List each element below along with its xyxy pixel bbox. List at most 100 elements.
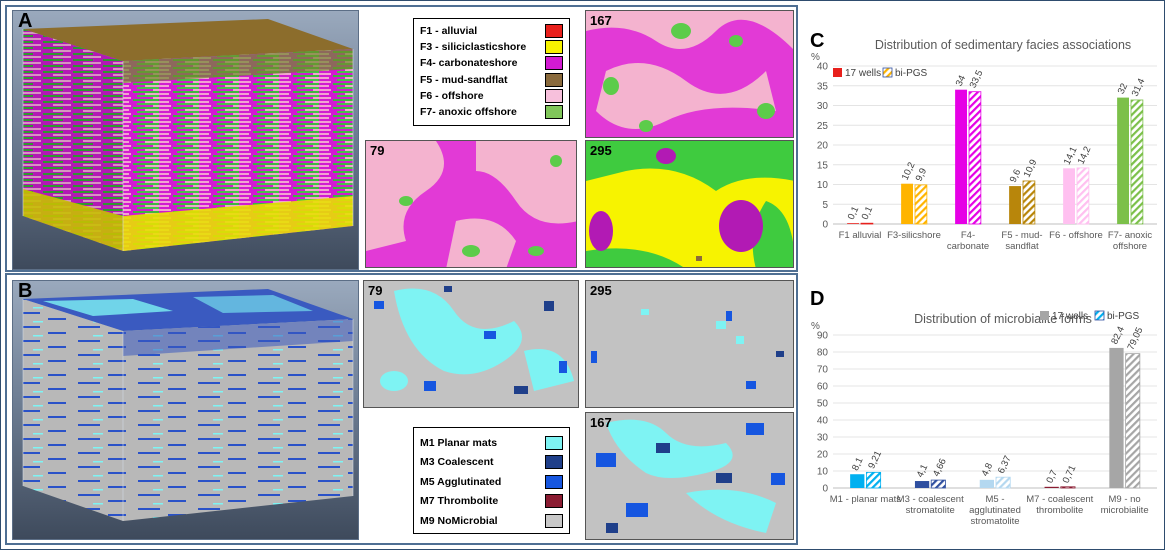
data-label: 9,6 <box>1008 168 1024 185</box>
bar-bi-pgs <box>866 471 882 489</box>
category-label: sandflat <box>1005 241 1039 252</box>
y-tick-label: 5 <box>822 200 828 211</box>
legend-swatch <box>545 56 563 71</box>
bar-bi-pgs <box>995 476 1011 489</box>
legend-row-f4: F4- carbonateshore <box>420 55 563 71</box>
legend-swatch <box>545 513 563 528</box>
data-label: 79,05 <box>1125 326 1145 352</box>
y-tick-label: 40 <box>817 416 829 427</box>
legend-swatch <box>545 40 563 55</box>
bar-bi-pgs <box>968 91 982 225</box>
panel-b-frame <box>5 273 798 545</box>
legend-row-m5: M5 Agglutinated <box>420 472 563 492</box>
data-label: 33,5 <box>968 69 986 90</box>
y-tick-label: 20 <box>817 450 829 461</box>
bar-bi-pgs <box>860 222 874 225</box>
legend-label-17-wells: 17 wells <box>845 68 881 79</box>
category-label: F5 - mud- <box>1001 230 1042 241</box>
panel-d-letter: D <box>810 288 825 310</box>
y-tick-label: 40 <box>817 62 829 73</box>
legend-swatch-17-wells <box>1040 311 1049 320</box>
panel-b-letter: B <box>18 280 33 302</box>
bar-bi-pgs <box>914 184 928 225</box>
data-label: 0,7 <box>1044 468 1060 485</box>
legend-swatch <box>545 24 563 39</box>
facies-distribution-chart: Distribution of sedimentary facies assoc… <box>811 38 1157 252</box>
legend-row-m1: M1 Planar mats <box>420 433 563 453</box>
legend-row-m3: M3 Coalescent <box>420 453 563 473</box>
y-tick-label: 90 <box>817 331 829 342</box>
y-tick-label: 0 <box>822 484 828 495</box>
legend-swatch-17-wells <box>833 68 842 77</box>
legend-swatch <box>545 455 563 470</box>
legend-label-bi-pgs: bi-PGS <box>1107 311 1140 322</box>
category-label: carbonate <box>947 241 989 252</box>
y-tick-label: 70 <box>817 365 829 376</box>
legend-row-f7: F7- anoxic offshore <box>420 104 563 120</box>
y-tick-label: 35 <box>817 81 829 92</box>
legend-row-m9: M9 NoMicrobial <box>420 511 563 531</box>
bar-17-wells <box>1117 97 1129 224</box>
microbial-3d-block <box>22 289 354 521</box>
bar-bi-pgs <box>1125 353 1141 489</box>
bar-17-wells <box>914 481 930 488</box>
bar-17-wells <box>1063 168 1075 224</box>
data-label: 32 <box>1116 82 1130 96</box>
category-label: F1 alluvial <box>839 230 882 241</box>
data-label: 4,1 <box>915 463 931 480</box>
category-label: M5 - <box>986 494 1005 505</box>
bar-bi-pgs <box>930 479 946 489</box>
microbial-map-295: 295 <box>585 280 794 408</box>
category-label: thrombolite <box>1036 505 1083 516</box>
data-label: 31,4 <box>1130 77 1148 98</box>
data-label: 10,9 <box>1022 158 1040 179</box>
legend-row-m7: M7 Thrombolite <box>420 492 563 512</box>
bar-17-wells <box>901 183 913 224</box>
legend-swatch <box>545 474 563 489</box>
microbial-map-167: 167 <box>585 412 794 540</box>
legend-swatch <box>545 105 563 120</box>
map-label: 167 <box>590 13 612 28</box>
y-tick-label: 15 <box>817 160 829 171</box>
map-label: 79 <box>370 143 385 158</box>
data-label: 34 <box>954 74 968 88</box>
category-label: M3 - coalescent <box>897 494 964 505</box>
facies-3d-viewport <box>12 10 359 270</box>
data-label: 0,1 <box>846 205 862 222</box>
map-label: 295 <box>590 143 612 158</box>
legend-label-17-wells: 17 wells <box>1052 311 1088 322</box>
microbial-legend: M1 Planar mats M3 Coalescent M5 Agglutin… <box>413 427 570 534</box>
category-label: M1 - planar mats <box>830 494 902 505</box>
legend-swatch <box>545 435 563 450</box>
y-tick-label: 10 <box>817 467 829 478</box>
microbial-3d-viewport <box>12 280 359 540</box>
legend-swatch-bi-pgs <box>1094 310 1105 321</box>
bar-bi-pgs <box>1076 167 1090 225</box>
facies-map-79: 79 <box>365 140 577 268</box>
facies-map-167: 167 <box>585 10 794 138</box>
category-label: M7 - coalescent <box>1026 494 1093 505</box>
y-tick-label: 60 <box>817 382 829 393</box>
chart-title: Distribution of sedimentary facies assoc… <box>875 38 1131 52</box>
y-tick-label: 30 <box>817 433 829 444</box>
category-label: stromatolite <box>906 505 955 516</box>
bar-17-wells <box>1009 186 1021 224</box>
facies-map-295: 295 <box>585 140 794 268</box>
bar-17-wells <box>1044 486 1059 488</box>
y-tick-label: 10 <box>817 180 829 191</box>
data-label: 14,1 <box>1062 145 1080 166</box>
y-axis-label: % <box>811 321 820 332</box>
y-tick-label: 50 <box>817 399 829 410</box>
y-tick-label: 20 <box>817 141 829 152</box>
category-label: M9 - no <box>1108 494 1140 505</box>
bar-17-wells <box>1109 347 1124 488</box>
category-label: F3-silicshore <box>887 230 941 241</box>
legend-swatch <box>545 88 563 103</box>
category-label: stromatolite <box>970 516 1019 527</box>
data-label: 8,1 <box>850 456 866 473</box>
category-label: microbialite <box>1101 505 1149 516</box>
data-label: 0,71 <box>1061 464 1079 485</box>
microbial-map-79: 79 <box>363 280 579 408</box>
panel-c-letter: C <box>810 30 825 52</box>
bar-bi-pgs <box>1130 99 1144 225</box>
